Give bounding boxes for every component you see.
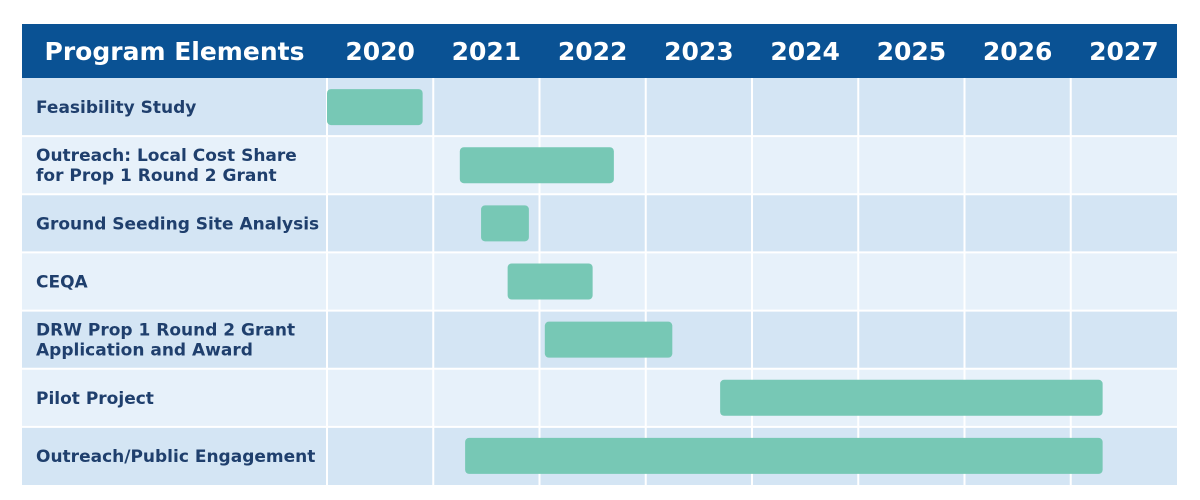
year-header-2027: 2027 — [1089, 37, 1159, 66]
task-label-line: CEQA — [36, 273, 89, 293]
task-label-line: for Prop 1 Round 2 Grant — [36, 166, 277, 186]
task-label-line: Pilot Project — [36, 389, 154, 409]
task-label: Outreach/Public Engagement — [36, 447, 315, 467]
year-header-2023: 2023 — [664, 37, 734, 66]
task-bar — [459, 147, 614, 184]
year-header-2025: 2025 — [877, 37, 947, 66]
task-bar — [720, 379, 1103, 416]
task-bars — [327, 89, 1103, 474]
task-label-line: Feasibility Study — [36, 98, 196, 118]
task-label-line: Application and Award — [36, 341, 253, 361]
year-header-2026: 2026 — [983, 37, 1053, 66]
header-background — [22, 24, 1177, 78]
task-bar — [481, 205, 529, 242]
year-header-2022: 2022 — [558, 37, 628, 66]
task-label: DRW Prop 1 Round 2 Grant Application and … — [36, 321, 295, 361]
task-bar — [507, 263, 593, 300]
task-bar — [465, 437, 1103, 474]
row-background — [22, 252, 1177, 311]
header-program-elements: Program Elements — [45, 37, 305, 66]
year-header-2024: 2024 — [770, 37, 840, 66]
task-label-line: DRW Prop 1 Round 2 Grant — [36, 321, 295, 341]
task-label-line: Outreach/Public Engagement — [36, 447, 315, 467]
row-background — [22, 78, 1177, 137]
task-label-line: Outreach: Local Cost Share — [36, 146, 297, 166]
task-label: Pilot Project — [36, 389, 154, 409]
task-bar — [544, 321, 673, 358]
task-labels: Feasibility Study Outreach: Local Cost Sh… — [36, 98, 319, 467]
task-bar — [327, 89, 423, 126]
task-label: CEQA — [36, 273, 89, 293]
task-label-line: Ground Seeding Site Analysis — [36, 214, 319, 234]
task-label: Ground Seeding Site Analysis — [36, 214, 319, 234]
task-label: Feasibility Study — [36, 98, 196, 118]
task-label: Outreach: Local Cost Share for Prop 1 Rou… — [36, 146, 297, 186]
year-header-2021: 2021 — [452, 37, 522, 66]
year-header-2020: 2020 — [345, 37, 415, 66]
row-background — [22, 194, 1177, 253]
table-background — [22, 24, 1177, 485]
header-row: Program Elements 2020 2021 2022 2023 2024 2025… — [22, 24, 1177, 78]
